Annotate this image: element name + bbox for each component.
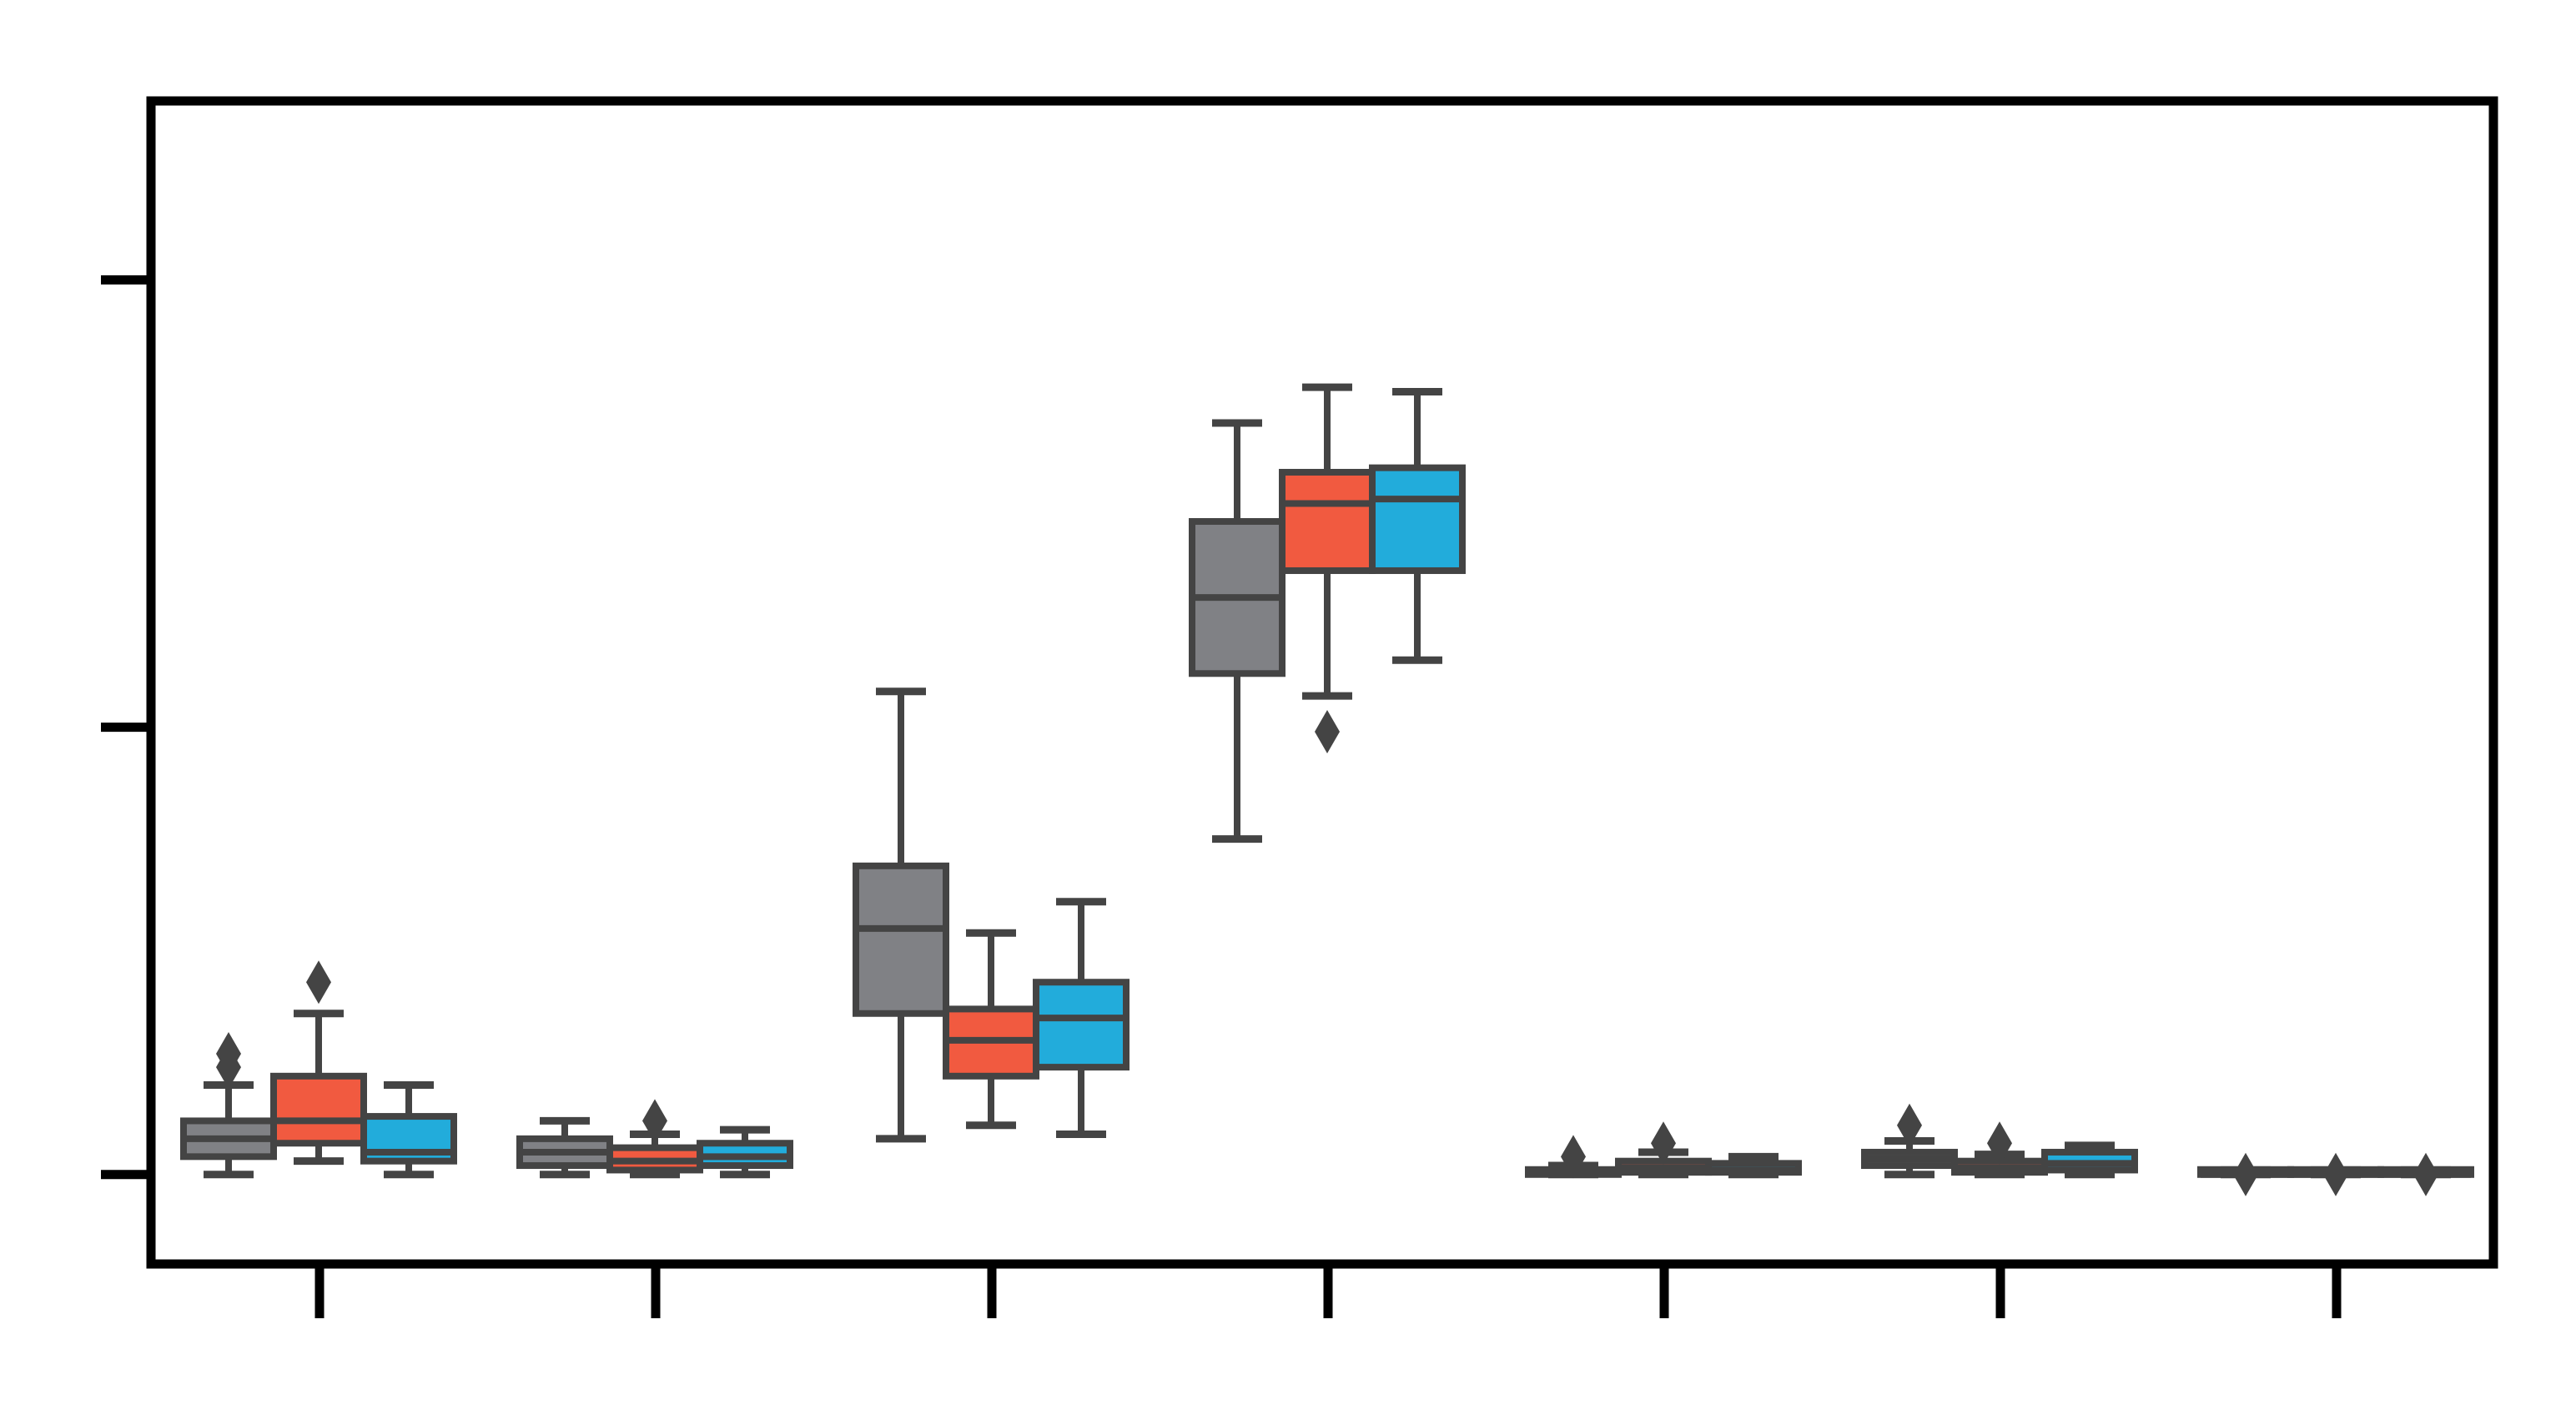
box-group xyxy=(516,1116,613,1179)
axis-layer xyxy=(101,274,2342,1318)
box-group xyxy=(1951,1121,2048,1179)
outlier-marker xyxy=(306,960,331,1005)
box-iqr xyxy=(1279,469,1376,574)
box-iqr xyxy=(853,862,949,1017)
box-group xyxy=(2377,1152,2474,1196)
outlier-marker xyxy=(2233,1152,2258,1196)
box-group xyxy=(1189,419,1285,844)
box-iqr xyxy=(270,1072,367,1147)
box-group xyxy=(697,1126,793,1179)
box-group xyxy=(2287,1152,2384,1196)
plot-area-frame xyxy=(146,96,2498,1269)
box-group xyxy=(2041,1141,2138,1179)
box-group xyxy=(2197,1152,2294,1196)
outlier-marker xyxy=(2413,1152,2438,1196)
box-group xyxy=(943,929,1039,1130)
outlier-marker xyxy=(642,1099,667,1143)
box-group xyxy=(1615,1121,1712,1179)
box-group xyxy=(1861,1103,1958,1179)
box-iqr xyxy=(1369,464,1466,574)
box-group xyxy=(1369,388,1466,664)
marks-layer xyxy=(180,383,2474,1196)
box-group xyxy=(853,687,949,1143)
outlier-marker xyxy=(1651,1121,1676,1166)
outlier-marker xyxy=(2323,1152,2348,1196)
box-group xyxy=(1525,1135,1622,1179)
box-group xyxy=(1033,898,1130,1139)
outlier-marker xyxy=(1987,1121,2012,1166)
box-group xyxy=(180,1032,277,1179)
box-group xyxy=(1279,383,1376,753)
box-group xyxy=(1705,1152,1802,1179)
box-group xyxy=(360,1081,457,1179)
outlier-marker xyxy=(1315,709,1340,753)
outlier-marker xyxy=(216,1032,241,1076)
outlier-marker xyxy=(1897,1103,1922,1147)
box-iqr xyxy=(1033,979,1130,1071)
box-group xyxy=(270,960,367,1166)
box-group xyxy=(606,1099,703,1179)
outlier-marker xyxy=(1561,1135,1586,1179)
